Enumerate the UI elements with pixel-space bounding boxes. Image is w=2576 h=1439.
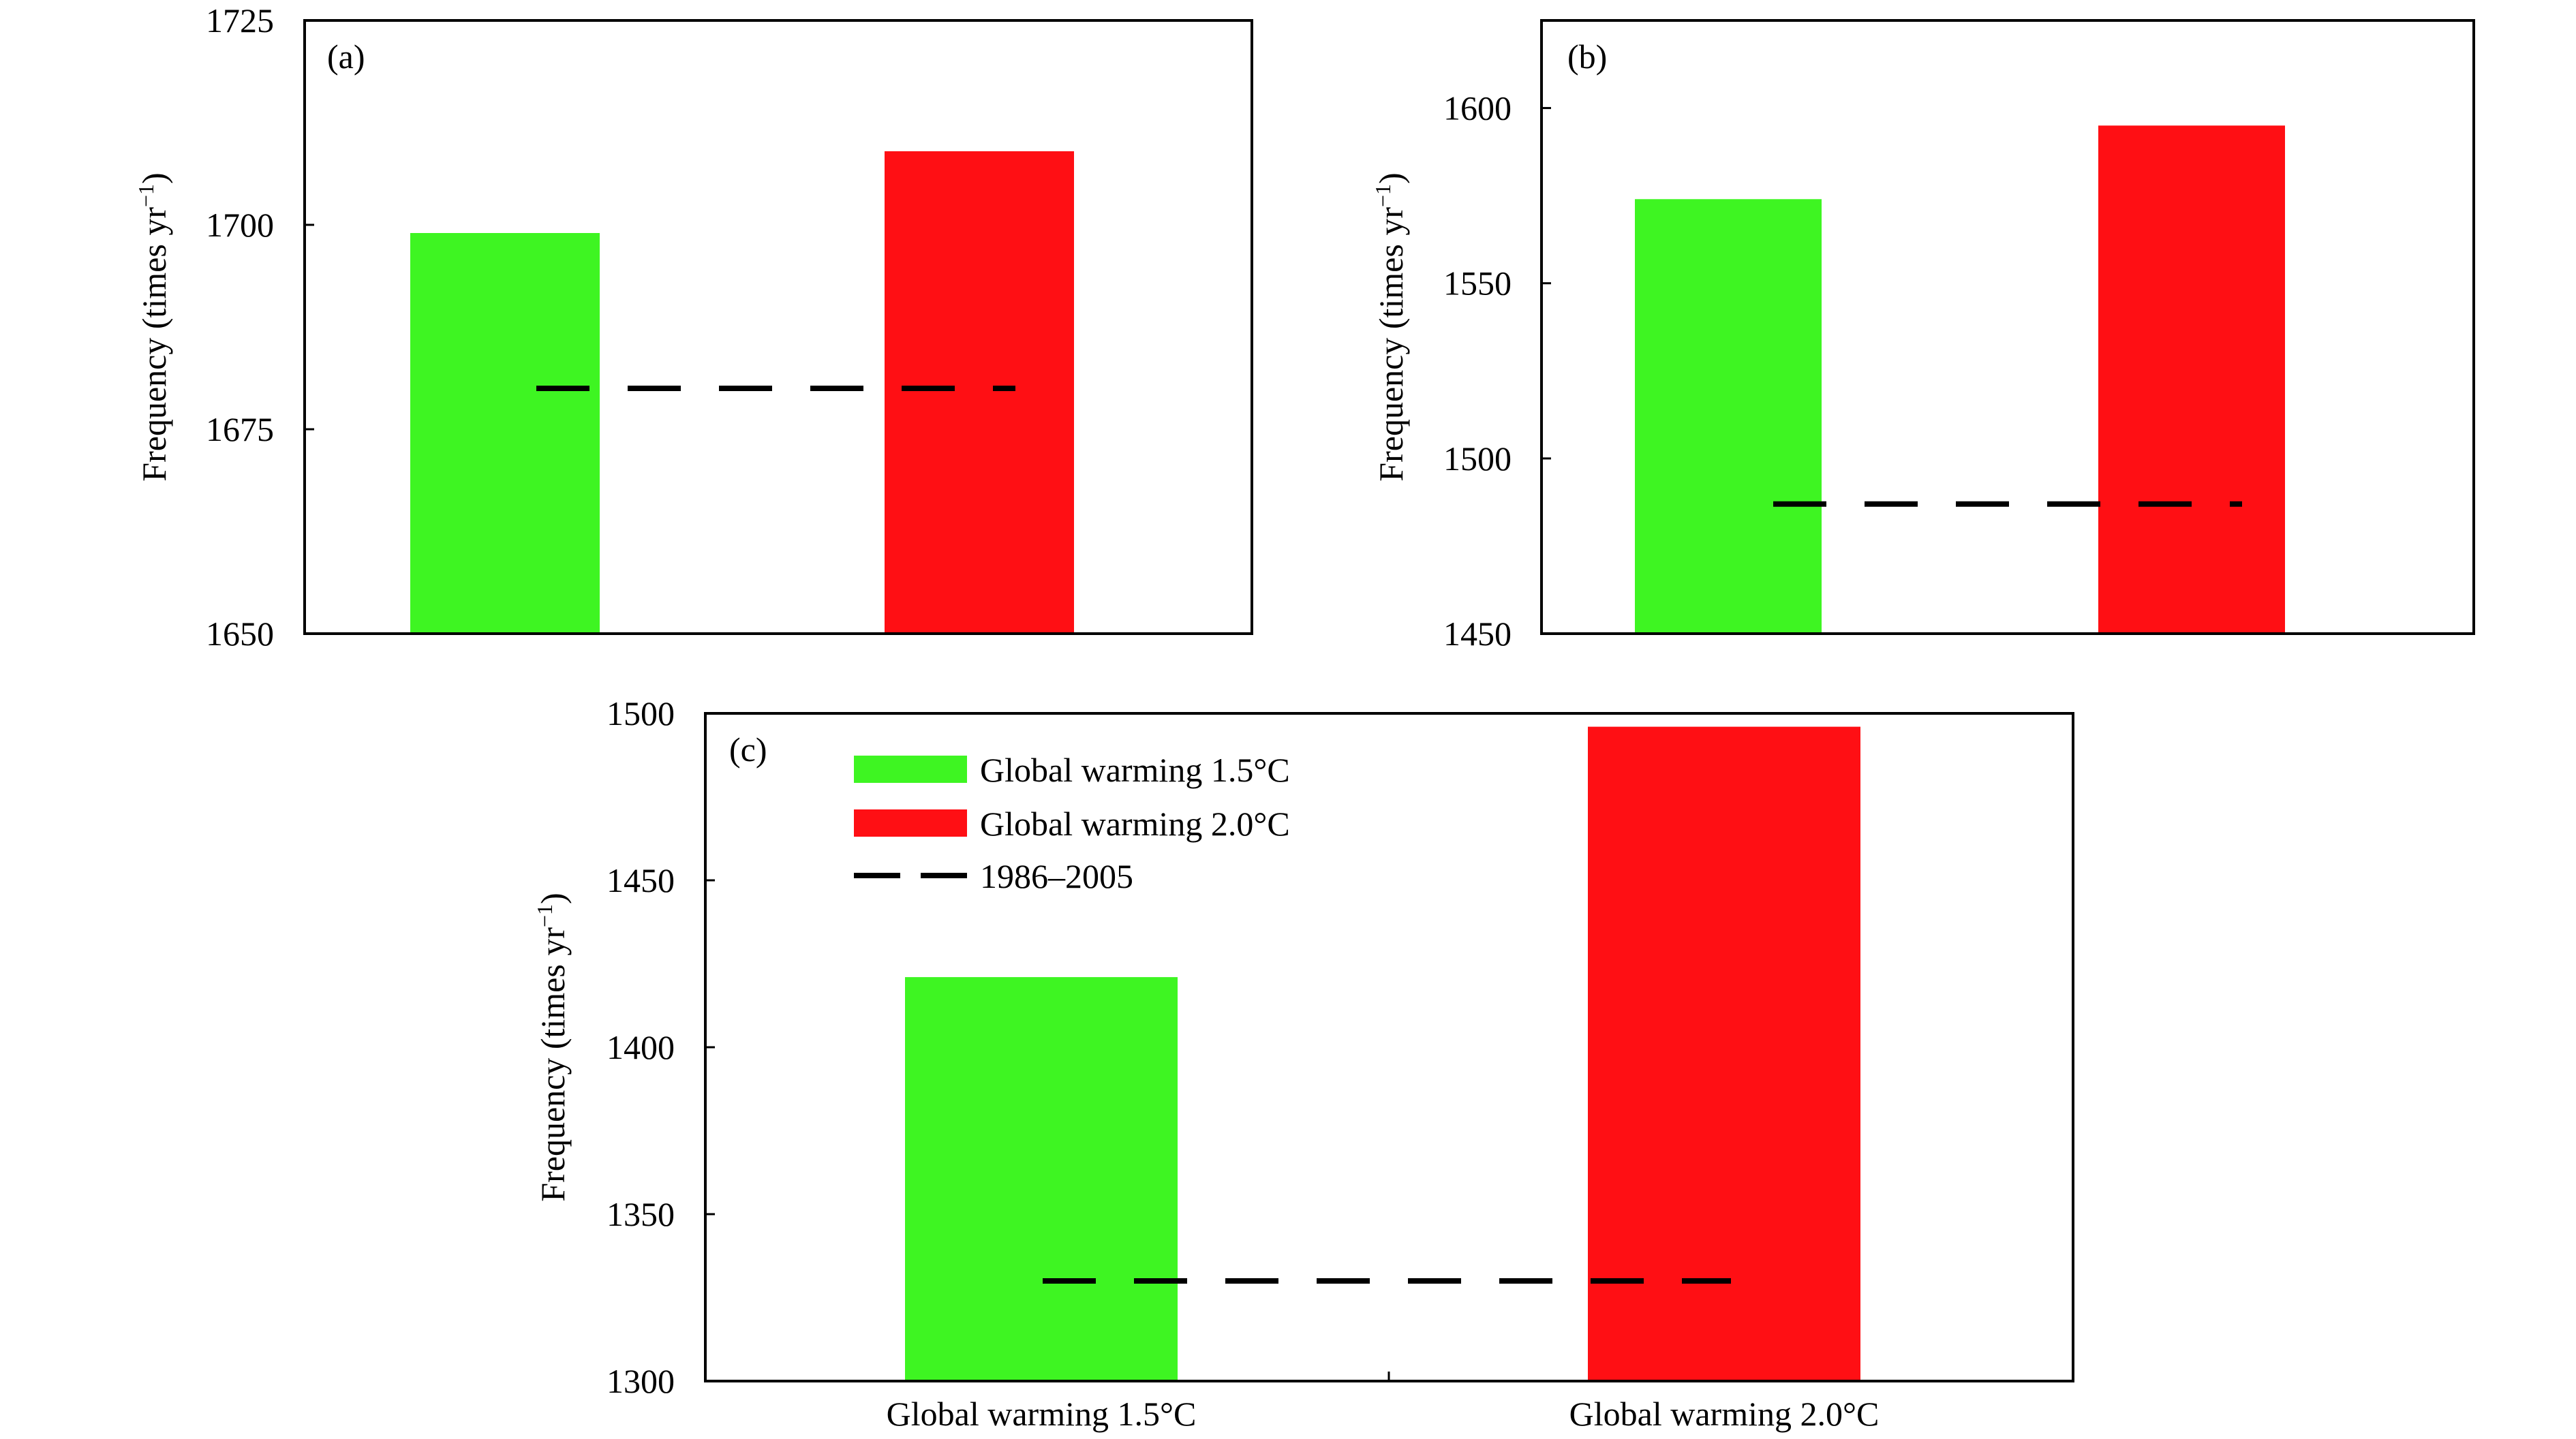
- panel-c-y-tick-label: 1450: [607, 861, 675, 899]
- legend-swatch-series-1: [854, 756, 967, 783]
- panel-c-bar-1: [905, 977, 1178, 1381]
- panel-c-y-axis-title: Frequency (times yr−1): [532, 893, 572, 1201]
- panel-b-ticks: [1542, 107, 1551, 635]
- panel-b-y-tick-label: 1600: [1443, 89, 1512, 127]
- panel-c-y-tick-label: 1400: [607, 1028, 675, 1066]
- panel-c-category-labels: Global warming 1.5°C Global warming 2.0°C: [887, 1395, 1880, 1433]
- panel-a-bars: [410, 151, 1074, 634]
- panel-a-tick-labels: 1650 1675 1700 1725: [206, 1, 274, 653]
- panel-b-label: (b): [1567, 37, 1607, 76]
- panel-b-tick-labels: 1450 1500 1550 1600: [1443, 89, 1512, 653]
- panel-b-y-axis-title: Frequency (times yr−1): [1370, 172, 1410, 481]
- panel-a: 1650 1675 1700 1725 (a) Frequency (times yr…: [134, 1, 1253, 653]
- legend: Global warming 1.5°C Global warming 2.0°…: [854, 751, 1290, 895]
- panel-c-y-tick-label: 1300: [607, 1362, 675, 1400]
- panel-a-bar-2: [885, 151, 1074, 634]
- panel-b-y-tick-label: 1550: [1443, 264, 1512, 303]
- panel-c-tick-labels: 1300 1350 1400 1450 1500: [607, 694, 675, 1400]
- panel-b-y-tick-label: 1500: [1443, 439, 1512, 478]
- panel-a-y-tick-label: 1725: [206, 1, 274, 40]
- legend-label-series-1: Global warming 1.5°C: [980, 751, 1290, 789]
- legend-label-baseline: 1986–2005: [980, 857, 1133, 895]
- panel-c-x-category-label: Global warming 2.0°C: [1569, 1395, 1880, 1433]
- panel-c-label: (c): [729, 730, 767, 769]
- panel-b: 1450 1500 1550 1600 (b) Frequency (times yr…: [1370, 19, 2475, 653]
- panel-c-bar-2: [1588, 726, 1860, 1381]
- panel-b-bar-1: [1635, 199, 1822, 634]
- panel-a-y-axis-title: Frequency (times yr−1): [134, 172, 173, 481]
- panel-c: 1300 1350 1400 1450 1500 Global warming 1.5°…: [532, 694, 2074, 1433]
- legend-swatch-series-2: [854, 809, 967, 837]
- panel-a-y-tick-label: 1675: [206, 410, 274, 448]
- panel-c-bars: [905, 726, 1860, 1381]
- panel-a-plot-frame: [303, 19, 1253, 635]
- panel-c-ticks: [705, 712, 1390, 1382]
- legend-label-series-2: Global warming 2.0°C: [980, 805, 1290, 843]
- panel-c-y-tick-label: 1500: [607, 694, 675, 732]
- panel-a-y-tick-label: 1700: [206, 206, 274, 244]
- panel-c-y-tick-label: 1350: [607, 1195, 675, 1233]
- panel-a-y-tick-label: 1650: [206, 615, 274, 653]
- panel-b-bar-2: [2098, 125, 2285, 634]
- panel-a-label: (a): [327, 37, 365, 76]
- panel-b-plot-frame: [1540, 19, 2475, 635]
- panel-b-bars: [1635, 125, 2285, 634]
- panel-b-y-tick-label: 1450: [1443, 615, 1512, 653]
- panel-a-ticks: [305, 19, 314, 635]
- panel-c-x-category-label: Global warming 1.5°C: [887, 1395, 1197, 1433]
- panel-a-bar-1: [410, 233, 600, 634]
